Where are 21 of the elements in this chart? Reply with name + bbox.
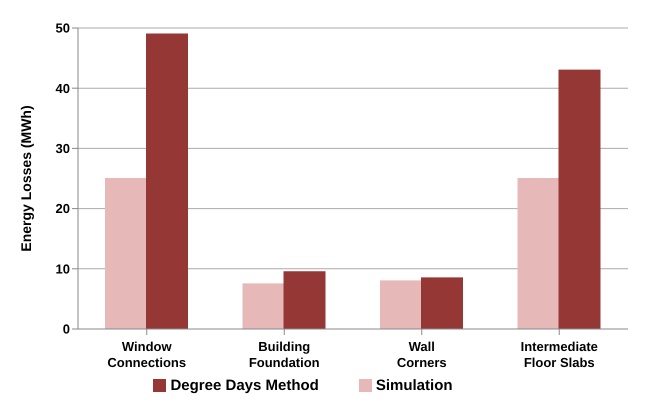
bar	[518, 178, 560, 329]
bar	[558, 70, 600, 329]
x-tick-label: Building Foundation	[248, 339, 320, 370]
y-tick-label: 50	[56, 20, 70, 36]
bar	[242, 283, 284, 329]
legend-label: Simulation	[376, 377, 453, 394]
bar	[421, 277, 463, 329]
bar	[284, 271, 326, 329]
bar	[380, 280, 422, 329]
legend-label: Degree Days Method	[170, 377, 319, 394]
y-tick-label: 40	[56, 80, 70, 96]
x-tick-label: Window Connections	[107, 339, 186, 370]
y-tick-label: 30	[56, 141, 70, 156]
bar	[105, 178, 147, 329]
y-tick-label: 10	[56, 261, 70, 276]
x-tick-label: Intermediate Floor Slabs	[520, 339, 598, 370]
y-tick-label: 20	[56, 201, 70, 216]
x-tick-label: Wall Corners	[396, 339, 447, 370]
y-tick-label: 0	[62, 322, 70, 337]
y-axis-title: Energy Losses (MWh)	[18, 105, 34, 252]
bar	[146, 34, 188, 329]
